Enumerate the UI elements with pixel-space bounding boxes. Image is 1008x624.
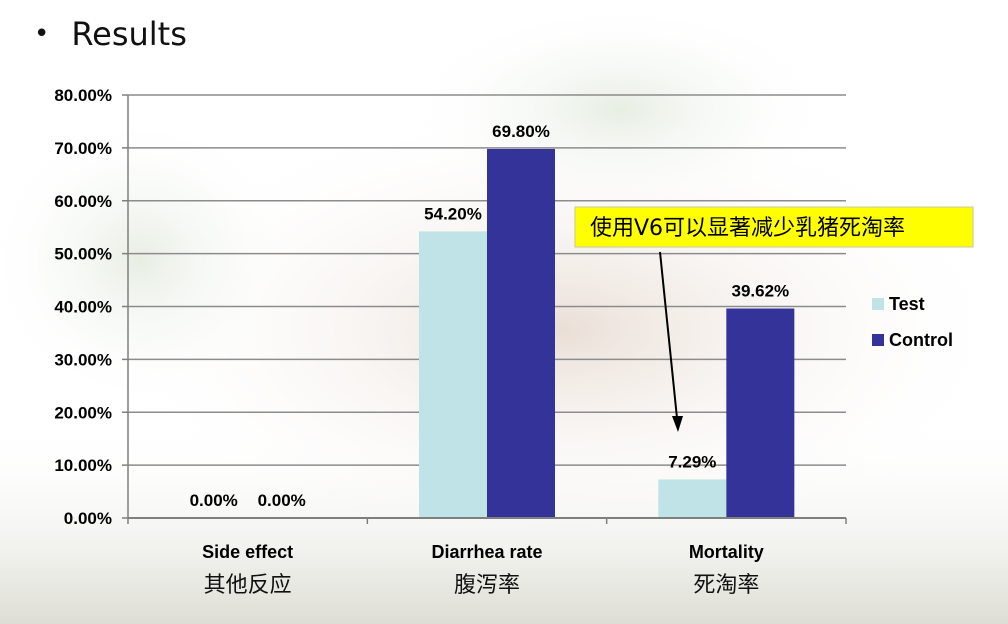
callout-arrow-head (672, 416, 683, 432)
y-tick-label: 20.00% (54, 403, 112, 422)
y-tick-label: 0.00% (64, 509, 112, 528)
data-label-test-3: 7.29% (668, 452, 716, 471)
x-category-subtitle: 死淘率 (693, 573, 759, 598)
callout-box (574, 206, 974, 248)
data-label-control-3: 39.62% (731, 282, 789, 301)
y-tick-label: 70.00% (54, 139, 112, 158)
bar-test-3 (658, 479, 727, 518)
bar-test-2 (419, 231, 487, 519)
x-category-label: Side effect (202, 542, 293, 562)
data-label-control-1: 0.00% (258, 491, 306, 510)
bar-control-3 (726, 308, 795, 518)
x-category-label: Mortality (689, 542, 764, 562)
legend-label-control: Control (889, 330, 953, 350)
data-label-control-2: 69.80% (492, 122, 550, 141)
legend-swatch-test (872, 298, 884, 310)
data-label-test-1: 0.00% (190, 491, 238, 510)
category-labels: Side effect 其他反应 Diarrhea rate 腹泻率 Mortality… (202, 542, 764, 598)
data-labels: 0.00% 0.00% 54.20% 69.80% 7.29% 39.62% (190, 122, 790, 510)
slide-heading: • Results (34, 12, 187, 56)
x-category-subtitle: 腹泻率 (454, 573, 520, 598)
callout-arrow-line (659, 251, 678, 419)
y-tick-label: 60.00% (54, 192, 112, 211)
bars (419, 148, 795, 519)
legend-label-test: Test (889, 294, 925, 314)
y-tick-label: 30.00% (54, 350, 112, 369)
y-tick-label: 80.00% (54, 86, 112, 105)
bar-control-2 (487, 148, 555, 518)
legend-swatch-control (872, 334, 884, 346)
slide-title: Results (71, 15, 187, 53)
y-tick-label: 50.00% (54, 245, 112, 264)
annotation-callout: 使用V6可以显著减少乳猪死淘率 (574, 206, 974, 432)
y-tick-label: 40.00% (54, 298, 112, 317)
data-label-test-2: 54.20% (424, 204, 482, 223)
bullet-icon: • (34, 19, 50, 49)
x-category-label: Diarrhea rate (431, 542, 542, 562)
legend: Test Control (872, 294, 953, 350)
callout-text: 使用V6可以显著减少乳猪死淘率 (590, 216, 905, 241)
y-tick-label: 10.00% (54, 456, 112, 475)
x-category-subtitle: 其他反应 (204, 573, 292, 598)
y-axis-ticks: 0.00% 10.00% 20.00% 30.00% 40.00% 50.00% 60.00… (54, 86, 112, 528)
axes (122, 94, 847, 524)
